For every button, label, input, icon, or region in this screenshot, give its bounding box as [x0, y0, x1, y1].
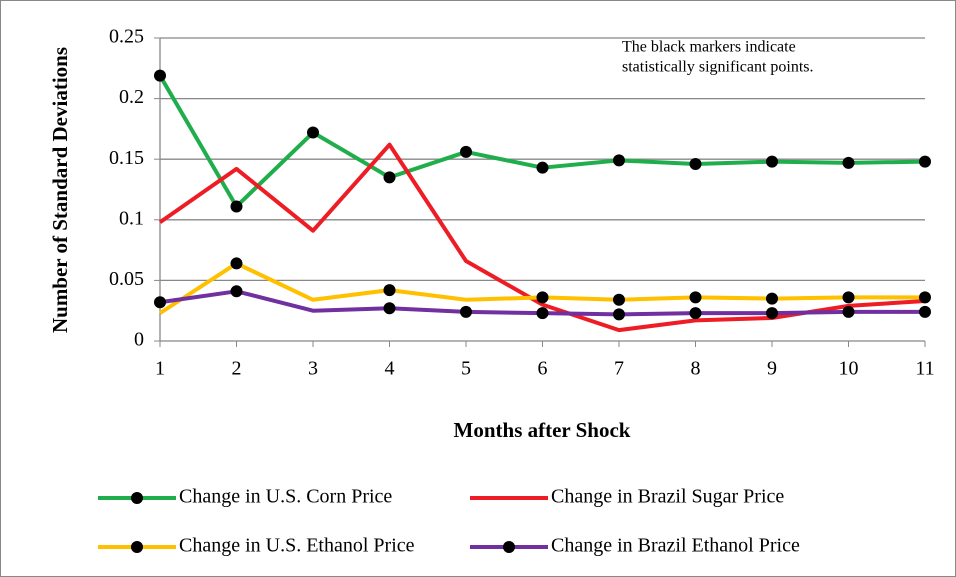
- significant-marker: [842, 156, 855, 169]
- y-tick-label: 0.1: [119, 207, 144, 229]
- x-axis-title: Months after Shock: [454, 418, 631, 442]
- x-tick-label: 8: [691, 358, 701, 380]
- x-tick-label: 10: [839, 358, 859, 380]
- legend-label: Change in Brazil Ethanol Price: [551, 535, 800, 557]
- y-tick-label: 0.05: [109, 268, 144, 290]
- legend-label: Change in Brazil Sugar Price: [551, 486, 784, 508]
- x-tick-label: 1: [155, 358, 165, 380]
- significant-marker: [842, 291, 855, 304]
- significant-marker: [919, 155, 931, 168]
- y-tick-label: 0.15: [109, 147, 144, 169]
- annotation: statistically significant points.: [622, 59, 814, 76]
- significant-marker: [613, 308, 625, 321]
- x-tick-label: 9: [767, 358, 777, 380]
- significant-marker: [383, 284, 396, 297]
- significant-marker: [536, 291, 549, 304]
- significant-marker: [919, 291, 931, 304]
- significant-marker: [689, 307, 702, 320]
- significant-marker: [383, 302, 396, 315]
- x-tick-label: 4: [385, 358, 395, 380]
- x-tick-label: 2: [232, 358, 242, 380]
- legend-marker: [131, 541, 143, 553]
- x-tick-label: 5: [461, 358, 471, 380]
- significant-marker: [766, 292, 778, 305]
- x-tick-label: 6: [538, 358, 548, 380]
- legend-label: Change in U.S. Ethanol Price: [179, 535, 415, 557]
- significant-marker: [689, 158, 702, 171]
- annotation: The black markers indicate: [622, 39, 796, 56]
- significant-marker: [919, 305, 931, 318]
- legend-label: Change in U.S. Corn Price: [179, 486, 392, 508]
- significant-marker: [766, 307, 778, 320]
- significant-marker: [383, 171, 396, 184]
- significant-marker: [230, 257, 243, 270]
- legend-marker: [503, 541, 515, 553]
- significant-marker: [154, 296, 166, 309]
- significant-marker: [460, 145, 472, 158]
- significant-marker: [766, 155, 778, 168]
- significant-marker: [154, 69, 166, 82]
- significant-marker: [689, 291, 702, 304]
- significant-marker: [613, 154, 625, 167]
- x-tick-label: 7: [614, 358, 624, 380]
- y-axis-title: Number of Standard Deviations: [48, 47, 72, 333]
- y-tick-label: 0.25: [109, 26, 144, 48]
- x-tick-label: 11: [915, 358, 934, 380]
- legend-marker: [131, 492, 143, 504]
- x-tick-label: 3: [308, 358, 318, 380]
- y-tick-label: 0.2: [119, 86, 144, 108]
- significant-marker: [536, 161, 549, 174]
- significant-marker: [460, 305, 472, 318]
- significant-marker: [307, 126, 319, 139]
- significant-marker: [842, 305, 855, 318]
- significant-marker: [613, 293, 625, 306]
- significant-marker: [230, 200, 243, 213]
- significant-marker: [230, 285, 243, 298]
- significant-marker: [536, 307, 549, 320]
- y-tick-label: 0: [134, 329, 144, 351]
